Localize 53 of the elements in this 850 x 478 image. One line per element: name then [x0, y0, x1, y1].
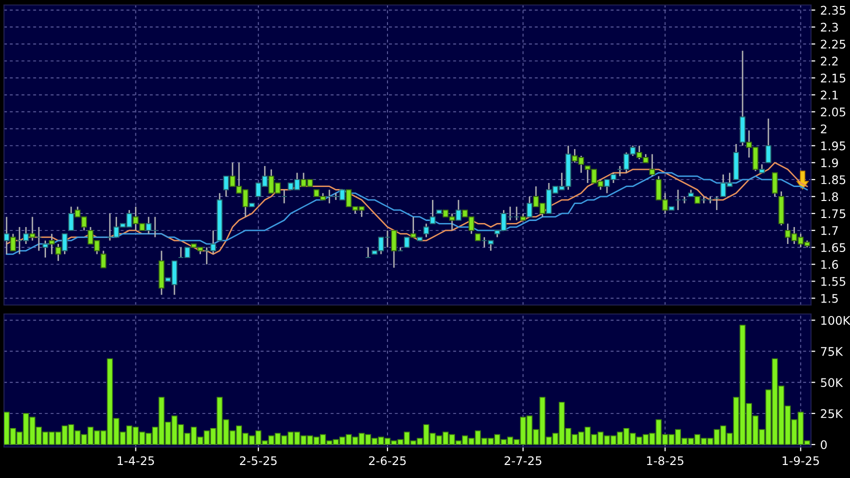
y-tick-label: 1.8 — [821, 192, 838, 202]
candlestick — [223, 175, 229, 198]
x-tick-label: 1-4-25 — [118, 456, 154, 466]
candlestick — [4, 216, 10, 255]
candlestick — [365, 246, 372, 258]
candlestick — [281, 189, 288, 204]
candlestick — [62, 233, 68, 255]
candlestick — [391, 230, 397, 268]
y-tick-label: 2.3 — [820, 22, 838, 32]
candlestick — [36, 226, 42, 252]
candlestick — [410, 216, 416, 238]
y-tick-label: 1.75 — [821, 209, 846, 218]
candlestick — [714, 196, 720, 211]
y-tick-label: 1.95 — [821, 141, 846, 150]
candlestick — [765, 118, 772, 164]
y-tick-label: 2.25 — [820, 40, 846, 49]
candlestick — [100, 250, 106, 268]
y-tick-label: 1.85 — [821, 175, 846, 184]
y-tick-label: 2.2 — [820, 56, 838, 66]
candlestick — [30, 216, 36, 242]
y-tick-label: 2.35 — [820, 6, 846, 15]
y-tick-label: 1.6 — [821, 260, 838, 269]
y-tick-label: 75K — [820, 347, 844, 356]
x-tick-label: 2-5-25 — [240, 456, 277, 466]
y-tick-label: 2.1 — [820, 90, 838, 100]
x-tick-label: 2-6-25 — [369, 456, 406, 466]
candlestick — [430, 199, 436, 224]
candlestick — [10, 233, 16, 252]
y-tick-label: 50K — [820, 378, 844, 388]
y-tick-label: 1.5 — [821, 294, 838, 303]
y-tick-label: 1.65 — [821, 243, 846, 252]
candlestick — [772, 172, 778, 198]
y-tick-label: 2 — [820, 124, 826, 134]
y-tick-label: 0 — [820, 440, 827, 450]
candlestick — [48, 233, 55, 255]
candlestick — [42, 240, 48, 258]
candlestick — [68, 206, 74, 232]
x-tick-label: 1-8-25 — [647, 456, 684, 466]
y-tick-label: 25K — [820, 409, 844, 418]
y-tick-label: 2.15 — [820, 74, 846, 83]
candlestick — [526, 196, 532, 218]
candlestick — [55, 243, 62, 262]
candlestick — [649, 153, 656, 177]
candlestick — [397, 246, 404, 252]
y-tick-label: 1.7 — [821, 226, 838, 235]
x-tick-label: 2-7-25 — [504, 456, 542, 466]
candlestick — [404, 236, 410, 248]
candlestick — [423, 222, 430, 238]
candlestick — [456, 199, 462, 221]
y-tick-label: 1.9 — [821, 158, 838, 168]
y-tick-label: 1.55 — [821, 277, 846, 286]
x-tick-label: 1-9-25 — [782, 456, 819, 466]
y-tick-label: 2.05 — [820, 108, 846, 116]
